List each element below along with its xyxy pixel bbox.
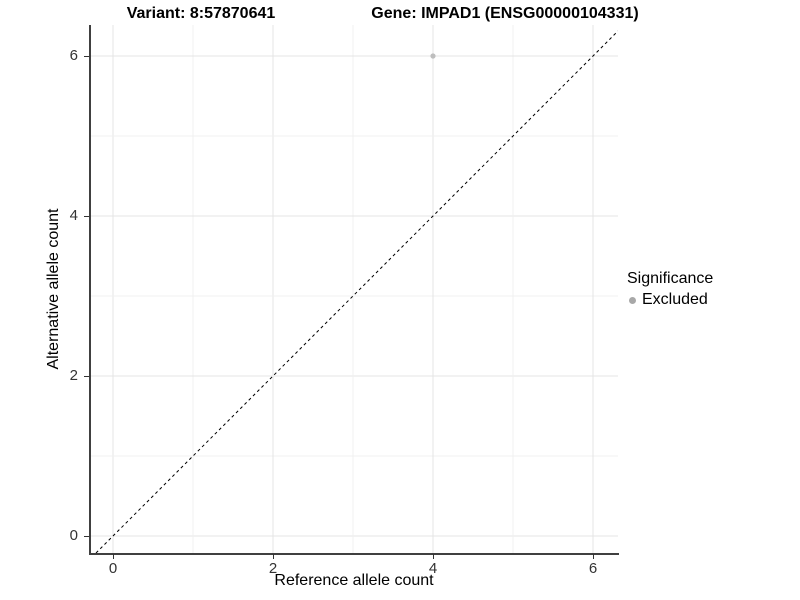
legend-point-icon [629,296,636,304]
y-axis-label: Alternative allele count [45,208,62,370]
y-tick-mark [84,55,89,57]
plot-canvas [90,25,618,553]
y-tick-mark [84,215,89,217]
x-tick-mark [112,554,114,559]
legend-title: Significance [627,270,714,287]
y-tick-mark [84,375,89,377]
legend-item: Excluded [627,291,713,309]
x-tick-label: 0 [108,560,118,577]
x-tick-label: 4 [428,560,438,577]
x-tick-mark [432,554,434,559]
plot-panel [90,25,618,553]
y-tick-label: 2 [69,367,78,384]
y-tick-label: 4 [69,207,78,224]
legend-item-label: Excluded [642,291,708,308]
x-tick-label: 2 [268,560,278,577]
x-axis-label: Reference allele count [274,572,434,589]
y-tick-mark [84,535,89,537]
x-axis-line [89,553,619,555]
y-axis-line [89,25,91,555]
x-tick-mark [592,554,594,559]
legend-items: Excluded [627,291,713,309]
x-tick-mark [272,554,274,559]
data-point [430,53,436,59]
y-tick-label: 0 [69,527,78,544]
variant-title: Variant: 8:57870641 [126,5,276,22]
x-tick-label: 6 [588,560,598,577]
legend: Significance Excluded [627,270,713,309]
y-tick-label: 6 [69,47,78,64]
gene-title: Gene: IMPAD1 (ENSG00000104331) [371,5,639,22]
identity-dashed-line [95,30,618,553]
